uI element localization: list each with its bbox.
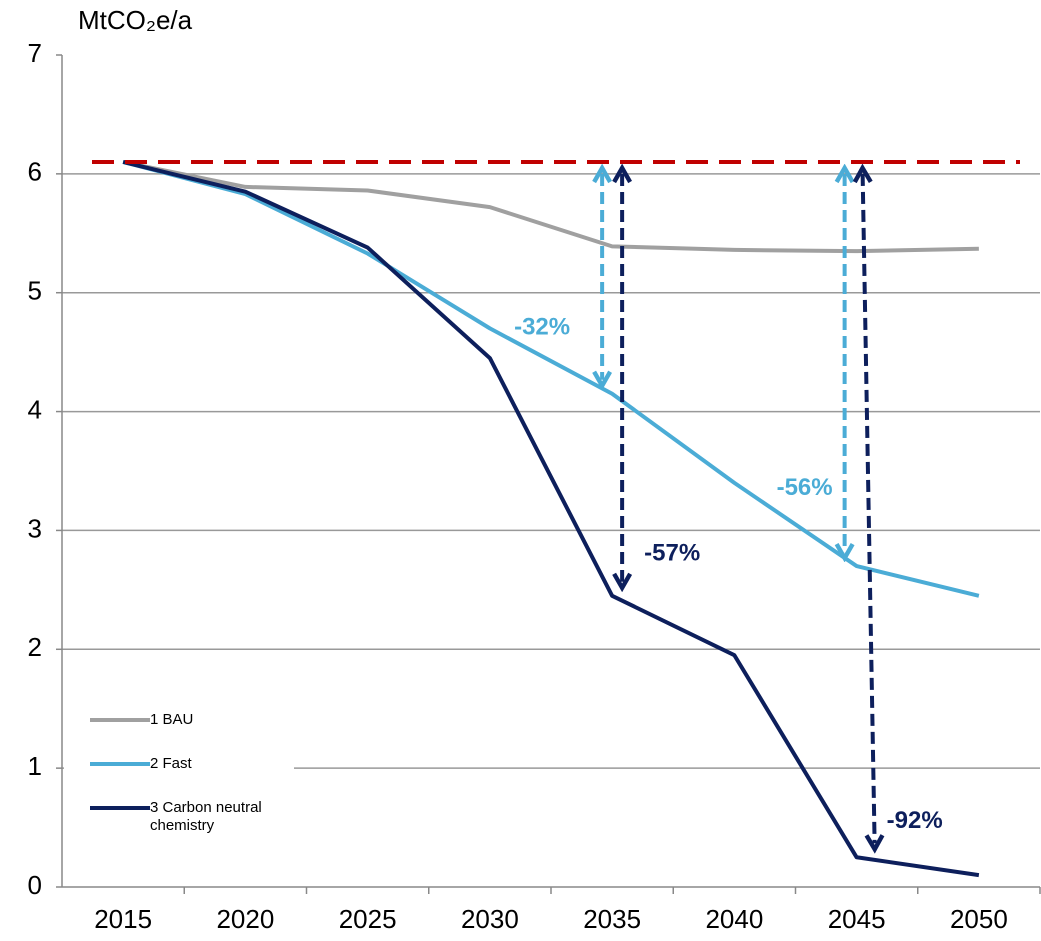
y-tick-label: 6 [28,157,42,187]
x-tick-label: 2025 [339,904,397,934]
y-tick-label: 3 [28,513,42,543]
y-tick-label: 5 [28,276,42,306]
y-tick-label: 7 [28,38,42,68]
legend-item: 3 Carbon neutral chemistry [90,799,290,835]
legend-label: 1 BAU [150,711,194,728]
y-tick-label: 4 [28,394,42,424]
x-tick-label: 2030 [461,904,519,934]
y-tick-label: 1 [28,751,42,781]
change-arrow [863,174,875,843]
y-axis-label: MtCO₂e/a [78,5,193,35]
y-tick-label: 0 [28,870,42,900]
series-line [122,160,980,878]
series-line [122,160,979,254]
annotation: -32% [514,314,570,341]
x-tick-label: 2045 [828,904,886,934]
legend-swatch [90,762,150,766]
x-tick-label: 2050 [950,904,1008,934]
annotation: -92% [887,807,943,834]
legend-label: 2 Fast [150,755,192,772]
legend-swatch [90,806,150,810]
x-tick-label: 2040 [705,904,763,934]
y-tick-label: 2 [28,632,42,662]
annotation: -56% [777,474,833,501]
legend-item: 2 Fast [90,755,290,773]
x-tick-label: 2020 [216,904,274,934]
x-tick-label: 2015 [94,904,152,934]
annotation: -57% [644,540,700,567]
x-tick-label: 2035 [583,904,641,934]
legend-item: 1 BAU [90,711,290,729]
legend-label: 3 Carbon neutral chemistry [150,799,262,834]
legend-swatch [90,718,150,722]
legend: 1 BAU 2 Fast 3 Carbon neutral chemistry [64,705,294,867]
